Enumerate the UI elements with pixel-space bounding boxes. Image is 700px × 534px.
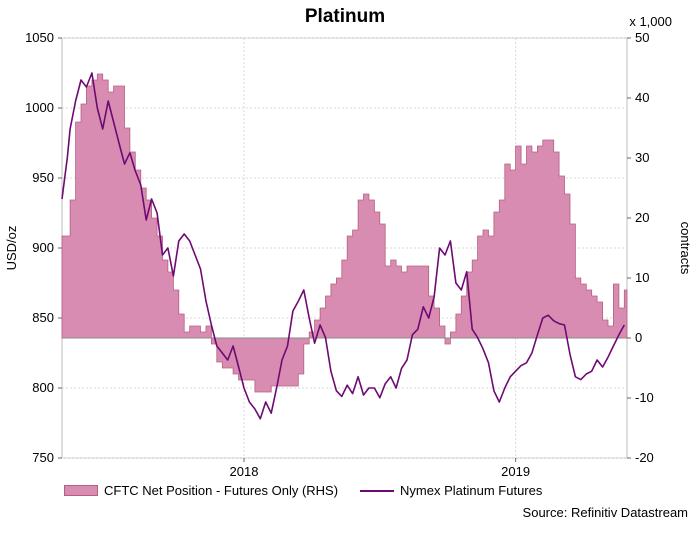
- platinum-line-layer: [61, 72, 626, 420]
- right-tick-label: -10: [635, 390, 654, 405]
- chart-legend: CFTC Net Position - Futures Only (RHS) N…: [64, 483, 564, 498]
- left-tick-label: 950: [32, 170, 54, 185]
- right-axis-multiplier: x 1,000: [629, 14, 672, 29]
- right-tick-label: 10: [635, 270, 649, 285]
- right-tick-label: 30: [635, 150, 649, 165]
- right-tick-label: -20: [635, 450, 654, 465]
- left-axis-label: USD/oz: [4, 226, 19, 271]
- cftc-area-layer: [61, 73, 628, 393]
- right-tick-label: 0: [635, 330, 642, 345]
- legend-label-nymex: Nymex Platinum Futures: [400, 483, 543, 498]
- left-tick-label: 1050: [25, 30, 54, 45]
- legend-label-cftc: CFTC Net Position - Futures Only (RHS): [104, 483, 339, 498]
- right-tick-label: 20: [635, 210, 649, 225]
- x-axis-ticks: 2018 2019: [230, 458, 530, 479]
- x-tick-label: 2019: [501, 464, 530, 479]
- legend-item-cftc: CFTC Net Position - Futures Only (RHS): [64, 483, 338, 498]
- left-tick-label: 850: [32, 310, 54, 325]
- legend-item-nymex: Nymex Platinum Futures: [360, 483, 542, 498]
- left-axis-ticks: 750 800 850 900 950 1000 1050: [25, 30, 62, 465]
- cftc-area: [61, 73, 628, 393]
- chart-title: Platinum: [305, 6, 385, 27]
- left-tick-label: 1000: [25, 100, 54, 115]
- right-tick-label: 50: [635, 30, 649, 45]
- x-tick-label: 2018: [230, 464, 259, 479]
- legend-swatch-line: [360, 489, 395, 492]
- right-axis-ticks: -20 -10 0 10 20 30 40 50: [627, 30, 654, 465]
- left-tick-label: 900: [32, 240, 54, 255]
- source-note: Source: Refinitiv Datastream: [522, 505, 688, 520]
- legend-swatch-area: [64, 485, 98, 496]
- right-axis-label: contracts: [678, 222, 693, 275]
- left-tick-label: 750: [32, 450, 54, 465]
- right-tick-label: 40: [635, 90, 649, 105]
- left-tick-label: 800: [32, 380, 54, 395]
- platinum-price-line: [61, 72, 626, 420]
